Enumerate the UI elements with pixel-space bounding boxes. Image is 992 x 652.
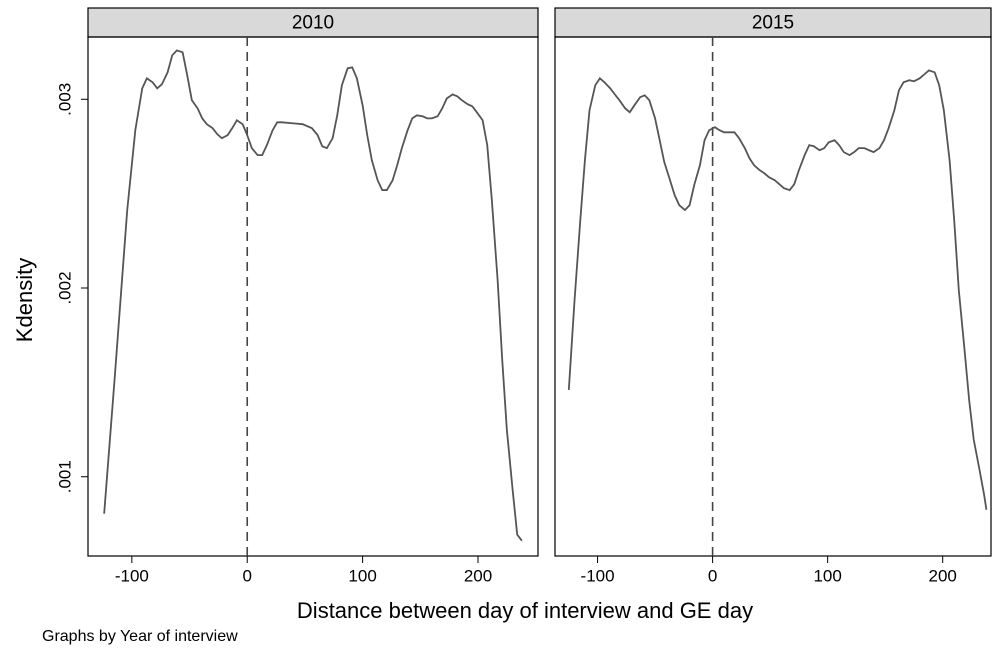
plot-frame [554,36,992,557]
x-tick-label: 200 [928,566,956,585]
panel-title: 2010 [292,13,334,34]
strip [554,7,992,38]
y-axis-title: Kdensity [12,258,37,342]
y-tick-label: .002 [55,271,74,304]
x-tick-label: -100 [581,566,615,585]
density-line [103,49,523,542]
y-tick-label: .003 [55,83,74,116]
x-axis-title: Distance between day of interview and GE… [297,598,753,623]
note: Graphs by Year of interview [42,628,238,645]
x-tick-label: 200 [464,566,492,585]
y-tick-label: .001 [55,460,74,493]
x-tick-label: 0 [242,566,251,585]
panel-title: 2015 [752,13,794,34]
density-line [567,69,988,510]
x-tick-label: 100 [348,566,376,585]
x-tick-label: 100 [813,566,841,585]
x-tick-label: -100 [115,566,149,585]
x-tick-label: 0 [708,566,717,585]
plot-frame [87,36,539,557]
strip [87,7,539,38]
